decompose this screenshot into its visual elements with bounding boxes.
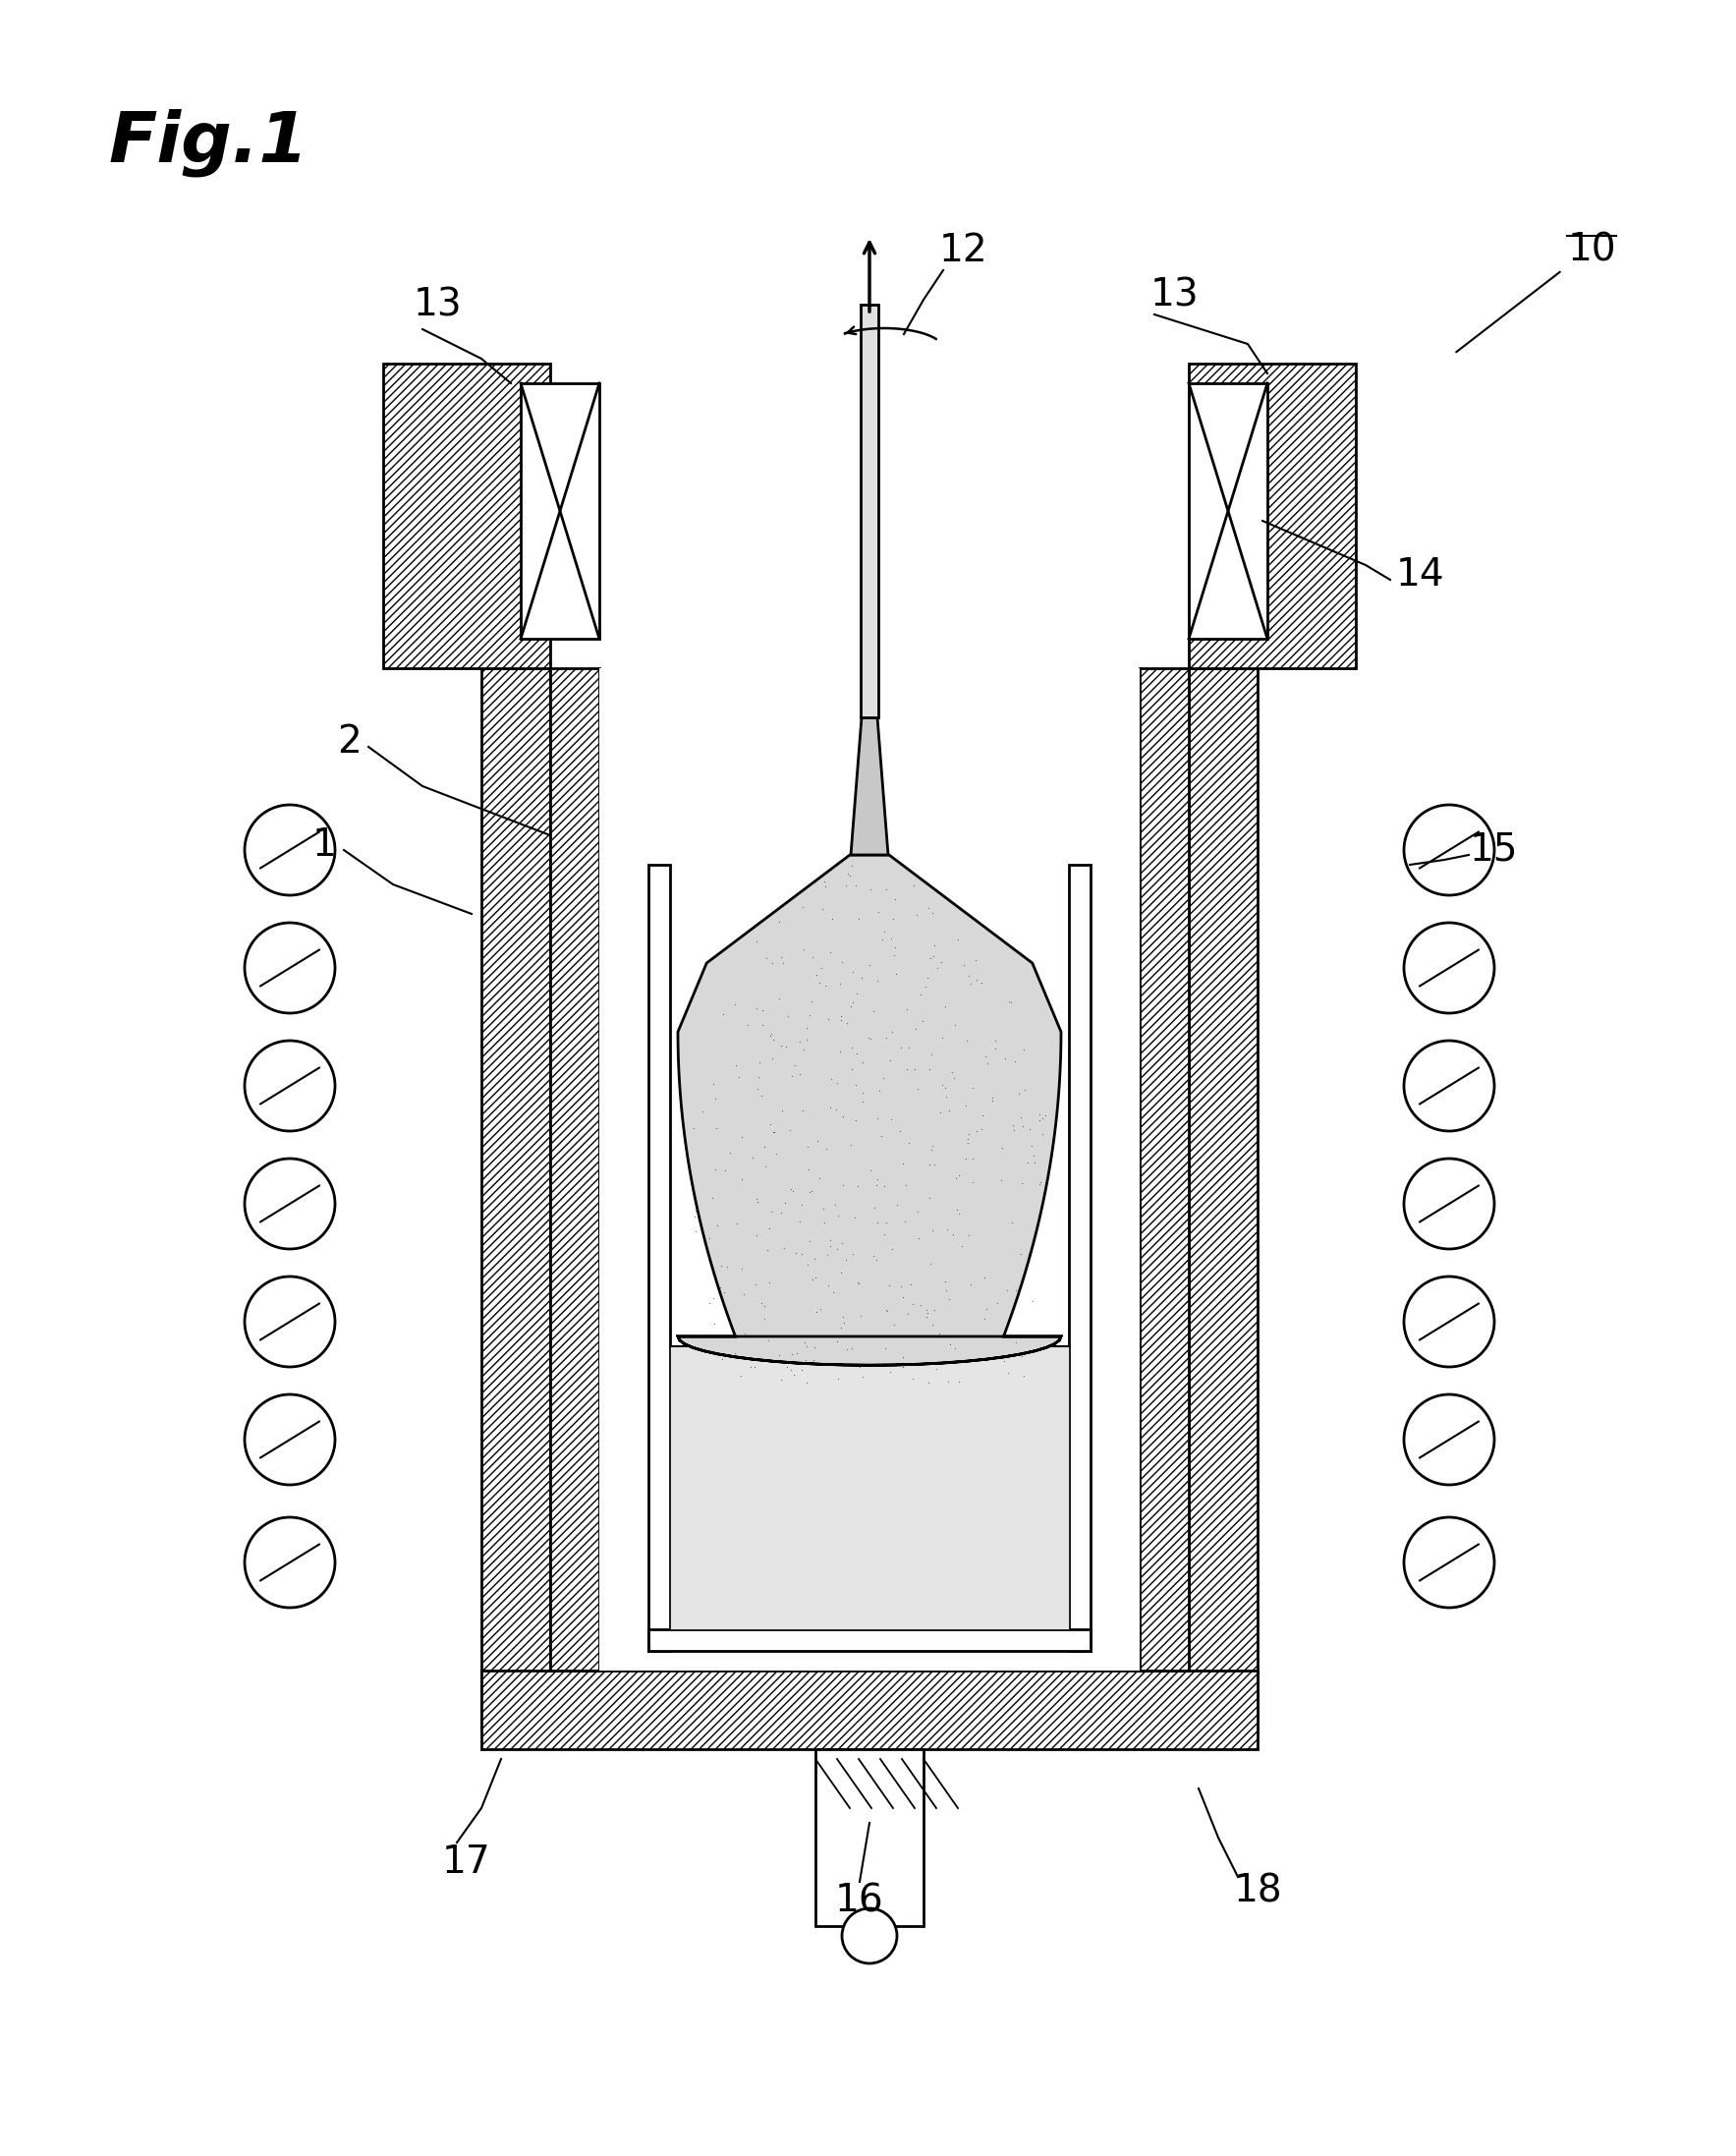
Circle shape — [1404, 804, 1495, 895]
Circle shape — [245, 1276, 335, 1367]
Text: 12: 12 — [939, 233, 988, 270]
Circle shape — [245, 1518, 335, 1608]
Bar — [649, 1630, 1090, 1651]
Text: Fig.1: Fig.1 — [108, 108, 307, 177]
Bar — [599, 668, 1139, 1671]
Circle shape — [245, 804, 335, 895]
Circle shape — [1404, 1518, 1495, 1608]
Text: 15: 15 — [1469, 832, 1517, 869]
Text: 1: 1 — [312, 826, 337, 865]
Bar — [1189, 384, 1267, 638]
Circle shape — [245, 1041, 335, 1132]
Bar — [481, 1671, 1257, 1749]
Bar — [384, 364, 550, 668]
Bar — [1069, 865, 1090, 1651]
Text: 16: 16 — [835, 1882, 884, 1921]
Circle shape — [842, 1908, 898, 1964]
Text: 13: 13 — [1149, 276, 1198, 313]
Text: 2: 2 — [337, 722, 361, 761]
Circle shape — [245, 1158, 335, 1248]
Text: 17: 17 — [443, 1843, 491, 1880]
Bar — [1090, 1169, 1139, 1248]
Circle shape — [1404, 923, 1495, 1013]
Circle shape — [1404, 1276, 1495, 1367]
Circle shape — [1404, 1158, 1495, 1248]
Bar — [1189, 364, 1356, 668]
Text: 14: 14 — [1396, 556, 1444, 593]
Bar — [550, 668, 599, 1671]
Polygon shape — [677, 856, 1061, 1365]
Bar — [550, 668, 1189, 1671]
Bar — [521, 384, 599, 638]
Circle shape — [1404, 1041, 1495, 1132]
Bar — [816, 1749, 924, 1925]
Bar — [1139, 668, 1189, 1671]
Bar — [649, 865, 670, 1651]
Text: 13: 13 — [413, 287, 462, 323]
Bar — [481, 668, 550, 1729]
Bar — [599, 1169, 649, 1248]
Circle shape — [245, 923, 335, 1013]
Bar — [670, 1345, 1069, 1630]
Polygon shape — [851, 718, 889, 856]
Bar — [861, 304, 878, 718]
Text: 10: 10 — [1568, 233, 1616, 270]
Circle shape — [245, 1395, 335, 1485]
Circle shape — [1404, 1395, 1495, 1485]
Text: 18: 18 — [1233, 1874, 1281, 1910]
Bar — [1189, 668, 1257, 1729]
